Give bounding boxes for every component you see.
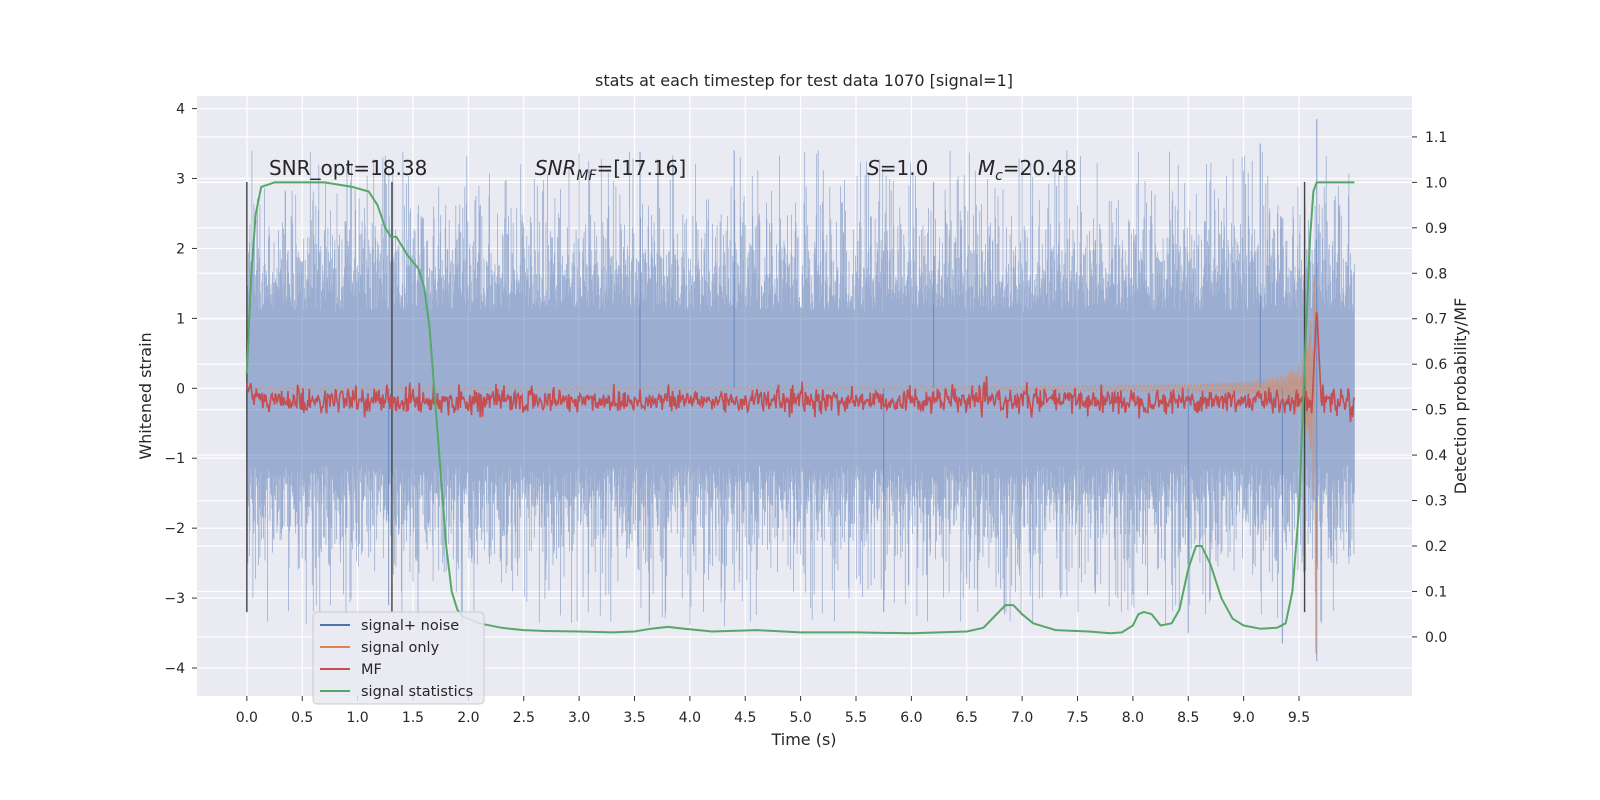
y2-tick-label: 0.4	[1425, 448, 1447, 464]
y-tick-label: 2	[176, 241, 185, 257]
legend-frame	[312, 611, 485, 705]
y2-tick-label: 1.1	[1425, 130, 1447, 146]
x-tick-label: 3.0	[568, 710, 590, 726]
y2-tick-label: 1.0	[1425, 175, 1447, 191]
legend-label-signal-plus-noise: signal+ noise	[361, 618, 459, 634]
y2-tick-label: 0.5	[1425, 403, 1447, 419]
y2-tick-label: 0.6	[1425, 357, 1447, 373]
annotation-mc-base: M	[978, 156, 995, 180]
x-tick-label: 9.5	[1288, 710, 1310, 726]
annotation-snr-mf-base: SNR	[535, 156, 577, 180]
y-tick-label: −3	[164, 591, 185, 607]
y-tick-label: 4	[176, 102, 185, 118]
x-tick-label: 0.5	[291, 710, 313, 726]
y2-axis-label: Detection probability/MF	[1451, 298, 1470, 495]
y2-tick-label: 0.3	[1425, 494, 1447, 510]
legend-label-signal-statistics: signal statistics	[361, 684, 473, 700]
x-tick-label: 6.0	[900, 710, 922, 726]
annotation-snr-mf-value: =[17.16]	[597, 156, 687, 180]
y2-tick-label: 0.9	[1425, 221, 1447, 237]
y-axis-label: Whitened strain	[136, 332, 155, 459]
x-tick-label: 8.5	[1177, 710, 1199, 726]
y-tick-label: −2	[164, 521, 185, 537]
annotation-s-symbol: S	[867, 156, 880, 180]
mf-series	[246, 311, 1356, 423]
x-axis-label: Time (s)	[770, 730, 836, 749]
x-tick-label: 2.5	[513, 710, 535, 726]
signal-statistics-series	[245, 181, 1355, 635]
annotation-s: S=1.0	[867, 156, 928, 180]
mf-line	[246, 311, 1356, 423]
x-tick-label: 9.0	[1233, 710, 1255, 726]
annotation-mc-value: =20.48	[1003, 156, 1077, 180]
y-tick-label: 3	[176, 172, 185, 188]
chart-title: stats at each timestep for test data 107…	[595, 71, 1013, 90]
y2-axis-ticks: 0.0 0.1 0.2 0.3 0.4 0.5 0.6 0.7 0.8 0.9 1.0 1.1	[1412, 130, 1447, 646]
x-tick-label: 7.0	[1011, 710, 1033, 726]
x-axis-ticks: 0.0 0.5 1.0 1.5 2.0 2.5 3.0 3.5 4.0 4.5 5.0 5.5 6.0 6…	[236, 696, 1310, 726]
x-tick-label: 6.5	[956, 710, 978, 726]
x-tick-label: 8.0	[1122, 710, 1144, 726]
y-tick-label: 0	[176, 381, 185, 397]
y2-tick-label: 0.7	[1425, 312, 1447, 328]
x-tick-label: 5.0	[789, 710, 811, 726]
signal-only-series	[246, 275, 1318, 655]
x-tick-label: 7.5	[1066, 710, 1088, 726]
signal-statistics-line	[245, 181, 1355, 635]
y-tick-label: −4	[164, 661, 185, 677]
y2-tick-label: 0.0	[1425, 630, 1447, 646]
annotation-mc-sub: c	[995, 168, 1003, 184]
y-axis-ticks: −4 −3 −2 −1 0 1 2 3 4	[164, 102, 197, 677]
annotation-s-value: =1.0	[880, 156, 929, 180]
x-tick-label: 3.5	[623, 710, 645, 726]
y2-tick-label: 0.8	[1425, 266, 1447, 282]
x-tick-label: 2.0	[457, 710, 479, 726]
x-tick-label: 4.5	[734, 710, 756, 726]
legend-label-signal-only: signal only	[361, 640, 440, 656]
annotation-snr-mf-sub: MF	[576, 168, 597, 184]
x-tick-label: 1.5	[402, 710, 424, 726]
x-tick-label: 1.0	[346, 710, 368, 726]
y-tick-label: −1	[164, 451, 185, 467]
y2-tick-label: 0.1	[1425, 584, 1447, 600]
annotation-snr-opt: SNR_opt=18.38	[269, 156, 427, 180]
x-tick-label: 0.0	[236, 710, 258, 726]
legend: signal+ noise signal only MF signal stat…	[312, 611, 485, 705]
signal-only-line	[246, 275, 1318, 655]
y-tick-label: 1	[176, 311, 185, 327]
legend-label-mf: MF	[361, 662, 382, 678]
annotations: SNR_opt=18.38 SNRMF=[17.16] S=1.0 Mc=20.…	[269, 156, 1077, 184]
y2-tick-label: 0.2	[1425, 539, 1447, 555]
annotation-mc: Mc=20.48	[978, 156, 1077, 184]
x-tick-label: 5.5	[845, 710, 867, 726]
annotation-snr-mf: SNRMF=[17.16]	[535, 156, 686, 184]
x-tick-label: 4.0	[679, 710, 701, 726]
